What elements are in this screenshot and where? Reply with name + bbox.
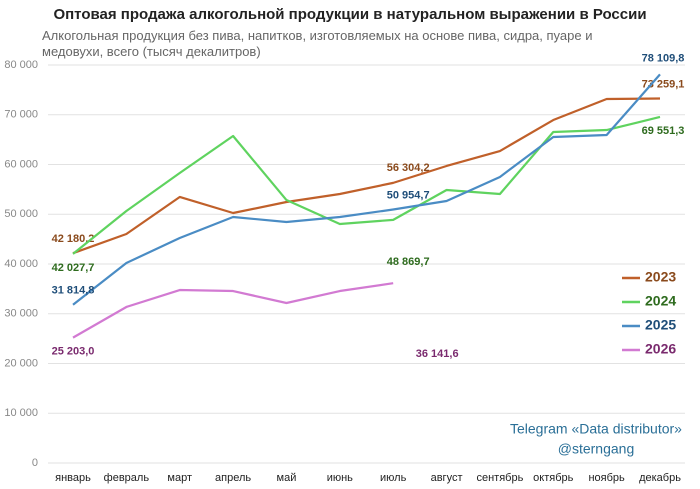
annotation: @sterngang <box>558 441 634 457</box>
data-label: 73 259,1 <box>642 78 685 90</box>
y-tick-label: 30 000 <box>4 308 38 320</box>
data-label: 50 954,7 <box>387 189 430 201</box>
data-label: 48 869,7 <box>387 256 430 268</box>
x-tick-label: июль <box>380 472 407 484</box>
chart-subtitle: Алкогольная продукция без пива, напитков… <box>42 28 593 59</box>
legend-label: 2026 <box>645 341 676 357</box>
x-tick-label: август <box>431 472 463 484</box>
x-tick-label: ноябрь <box>588 472 625 484</box>
x-tick-label: июнь <box>327 472 353 484</box>
data-label: 78 109,8 <box>642 52 685 64</box>
y-tick-label: 60 000 <box>4 158 38 170</box>
x-tick-label: май <box>277 472 297 484</box>
y-tick-label: 50 000 <box>4 208 38 220</box>
legend-label: 2024 <box>645 293 676 309</box>
data-label: 36 141,6 <box>416 348 459 360</box>
data-label: 42 180,2 <box>52 233 95 245</box>
y-tick-label: 70 000 <box>4 109 38 121</box>
data-label: 56 304,2 <box>387 162 430 174</box>
line <box>72 282 394 339</box>
x-tick-label: февраль <box>104 472 150 484</box>
annotation: Telegram «Data distributor» <box>510 421 682 437</box>
x-tick-label: январь <box>55 472 91 484</box>
data-label: 31 814,8 <box>52 285 95 297</box>
data-label: 69 551,3 <box>642 125 685 137</box>
line <box>72 97 661 255</box>
y-tick-label: 20 000 <box>4 357 38 369</box>
data-label: 42 027,7 <box>52 262 95 274</box>
y-tick-label: 80 000 <box>4 59 38 71</box>
x-tick-label: октябрь <box>533 472 573 484</box>
chart-title: Оптовая продажа алкогольной продукции в … <box>53 6 647 23</box>
data-label: 25 203,0 <box>52 346 95 358</box>
x-tick-label: сентябрь <box>476 472 523 484</box>
line <box>72 115 661 255</box>
y-tick-label: 0 <box>32 457 38 469</box>
legend-label: 2023 <box>645 269 676 285</box>
x-tick-label: декабрь <box>639 472 681 484</box>
line <box>72 73 661 306</box>
x-tick-label: апрель <box>215 472 251 484</box>
y-tick-label: 10 000 <box>4 407 38 419</box>
y-tick-label: 40 000 <box>4 258 38 270</box>
legend-label: 2025 <box>645 317 676 333</box>
x-tick-label: март <box>167 472 192 484</box>
